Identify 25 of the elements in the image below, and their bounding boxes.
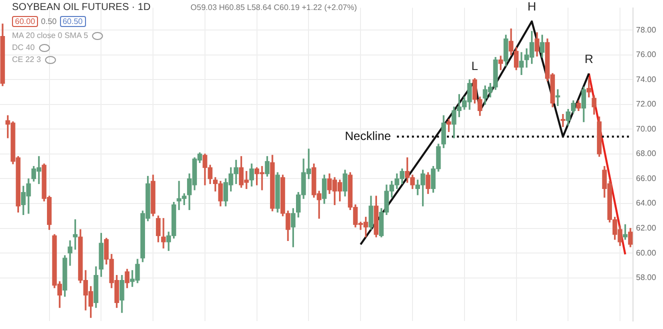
chart-subtitle: O59.03 H60.85 L58.64 C60.19 +1.22 (+2.07%) [190,3,357,12]
annotation: H [527,0,536,14]
annotation: R [584,52,594,66]
y-tick-label: 66.00 [636,174,657,183]
y-tick-label: 58.00 [636,273,657,282]
y-tick-label: 62.00 [636,224,657,232]
series-label: Neckline [344,128,392,143]
annotation: L [471,59,478,74]
annotation: MA 20 close 0 SMA 5 [12,31,88,40]
y-tick-label: 70.00 [636,124,657,134]
y-tick-label: 72.00 [636,100,657,109]
annotation: 0.50 [41,17,57,26]
y-tick-label: 60.00 [636,248,657,258]
annotation: DC 40 [12,43,35,52]
y-tick-label: 74.00 [636,74,657,84]
annotation: CE 22 3 [12,55,41,64]
y-tick-label: 76.00 [636,50,657,60]
candlestick [560,114,566,128]
candlestick [161,218,166,248]
annotation: 60.00 [12,16,38,27]
chart-title: SOYBEAN OIL FUTURES · 1D [12,2,151,13]
y-tick-label: 78.00 [636,25,657,34]
y-tick-label: 64.00 [636,198,657,208]
annotation: 60.50 [60,16,86,27]
y-tick-label: 68.00 [636,149,657,158]
